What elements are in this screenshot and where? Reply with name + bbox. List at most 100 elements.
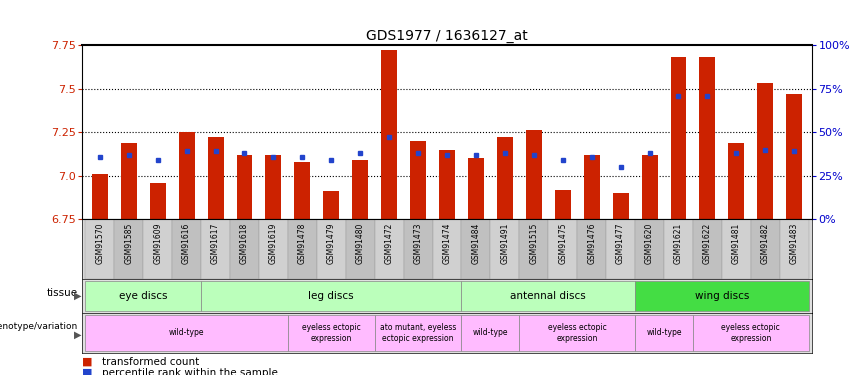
Text: GSM91618: GSM91618 <box>240 222 249 264</box>
Text: GSM91476: GSM91476 <box>587 222 596 264</box>
Text: GSM91474: GSM91474 <box>443 222 451 264</box>
Text: GSM91585: GSM91585 <box>124 222 134 264</box>
Bar <box>462 281 635 311</box>
Bar <box>757 83 773 219</box>
Bar <box>519 315 635 351</box>
Text: GSM91622: GSM91622 <box>703 222 712 264</box>
Bar <box>121 142 136 219</box>
Bar <box>577 219 606 279</box>
Text: wild-type: wild-type <box>169 328 204 338</box>
Bar <box>115 219 143 279</box>
Bar <box>207 137 223 219</box>
Bar <box>468 158 483 219</box>
Bar <box>462 315 519 351</box>
Text: leg discs: leg discs <box>308 291 354 301</box>
Bar <box>230 219 259 279</box>
Bar <box>779 219 809 279</box>
Bar <box>149 183 166 219</box>
Bar <box>664 219 693 279</box>
Text: GSM91617: GSM91617 <box>211 222 220 264</box>
Bar <box>294 162 310 219</box>
Bar <box>345 219 375 279</box>
Text: GSM91478: GSM91478 <box>298 222 307 264</box>
Text: GSM91479: GSM91479 <box>326 222 336 264</box>
Text: eyeless ectopic
expression: eyeless ectopic expression <box>302 323 361 342</box>
Bar <box>786 94 802 219</box>
Bar <box>85 219 115 279</box>
Text: ▶: ▶ <box>74 291 82 301</box>
Bar <box>85 315 288 351</box>
Bar <box>404 219 432 279</box>
Text: GSM91473: GSM91473 <box>413 222 423 264</box>
Bar <box>693 219 722 279</box>
Bar <box>381 50 397 219</box>
Bar <box>266 155 281 219</box>
Bar <box>410 141 426 219</box>
Bar <box>613 193 628 219</box>
Text: GSM91475: GSM91475 <box>558 222 568 264</box>
Bar <box>323 192 339 219</box>
Text: GSM91483: GSM91483 <box>790 222 799 264</box>
Text: wild-type: wild-type <box>473 328 508 338</box>
Text: GSM91570: GSM91570 <box>95 222 104 264</box>
Text: eye discs: eye discs <box>119 291 168 301</box>
Bar <box>288 315 375 351</box>
Text: GSM91472: GSM91472 <box>385 222 394 264</box>
Text: ato mutant, eyeless
ectopic expression: ato mutant, eyeless ectopic expression <box>380 323 457 342</box>
Text: percentile rank within the sample: percentile rank within the sample <box>102 368 278 375</box>
Title: GDS1977 / 1636127_at: GDS1977 / 1636127_at <box>366 28 528 43</box>
Text: transformed count: transformed count <box>102 357 199 367</box>
Bar <box>693 315 809 351</box>
Bar <box>288 219 317 279</box>
Bar <box>259 219 288 279</box>
Text: tissue: tissue <box>47 288 78 298</box>
Text: GSM91481: GSM91481 <box>732 222 741 264</box>
Text: antennal discs: antennal discs <box>510 291 586 301</box>
Bar <box>635 281 809 311</box>
Text: GSM91515: GSM91515 <box>529 222 538 264</box>
Bar <box>179 132 194 219</box>
Text: GSM91619: GSM91619 <box>269 222 278 264</box>
Bar <box>606 219 635 279</box>
Text: eyeless ectopic
expression: eyeless ectopic expression <box>548 323 607 342</box>
Bar <box>549 219 577 279</box>
Bar <box>236 155 253 219</box>
Bar <box>641 155 657 219</box>
Text: GSM91477: GSM91477 <box>616 222 625 264</box>
Bar <box>439 150 455 219</box>
Bar <box>519 219 549 279</box>
Text: GSM91491: GSM91491 <box>500 222 510 264</box>
Bar <box>201 219 230 279</box>
Bar <box>722 219 751 279</box>
Bar <box>462 219 490 279</box>
Bar <box>751 219 779 279</box>
Text: ■: ■ <box>82 368 93 375</box>
Text: GSM91620: GSM91620 <box>645 222 654 264</box>
Bar <box>490 219 519 279</box>
Text: eyeless ectopic
expression: eyeless ectopic expression <box>721 323 780 342</box>
Text: GSM91480: GSM91480 <box>356 222 365 264</box>
Text: GSM91482: GSM91482 <box>760 222 770 264</box>
Bar <box>728 142 744 219</box>
Bar <box>85 281 201 311</box>
Text: GSM91621: GSM91621 <box>674 222 683 264</box>
Bar <box>583 155 600 219</box>
Bar <box>635 315 693 351</box>
Bar <box>317 219 345 279</box>
Text: GSM91616: GSM91616 <box>182 222 191 264</box>
Bar <box>201 281 462 311</box>
Bar <box>143 219 172 279</box>
Bar <box>555 190 570 219</box>
Text: genotype/variation: genotype/variation <box>0 322 78 332</box>
Bar <box>375 219 404 279</box>
Bar <box>635 219 664 279</box>
Bar <box>670 57 687 219</box>
Bar <box>92 174 108 219</box>
Bar <box>172 219 201 279</box>
Bar <box>526 130 542 219</box>
Bar <box>700 57 715 219</box>
Text: wing discs: wing discs <box>694 291 749 301</box>
Bar <box>352 160 368 219</box>
Text: GSM91609: GSM91609 <box>153 222 162 264</box>
Bar <box>432 219 462 279</box>
